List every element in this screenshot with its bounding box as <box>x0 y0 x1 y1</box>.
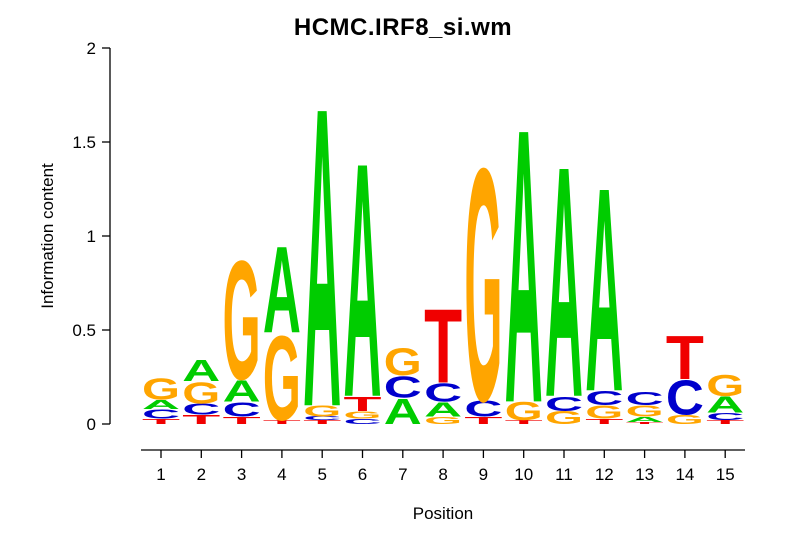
logo-letter-g-pos8: G <box>424 415 462 426</box>
logo-letter-g-pos10: G <box>505 397 543 426</box>
x-tick-label: 14 <box>675 465 694 484</box>
logo-letter-t-pos4: T <box>263 419 301 425</box>
logo-letter-g-pos2: G <box>182 375 220 410</box>
logo-letter-g-pos11: G <box>545 408 583 428</box>
logo-letter-t-pos14: T <box>666 323 704 392</box>
logo-letter-g-pos4: G <box>263 311 301 446</box>
logo-letter-t-pos15: T <box>706 419 744 425</box>
y-tick-label: 1.5 <box>72 133 96 152</box>
y-tick-label: 0.5 <box>72 321 96 340</box>
logo-letter-a-pos8: A <box>424 398 462 421</box>
y-tick-label: 0 <box>87 415 96 434</box>
logo-letter-c-pos3: C <box>223 398 261 421</box>
logo-letter-g-pos15: G <box>706 368 744 403</box>
logo-letter-t-pos12: T <box>585 417 623 426</box>
logo-letter-c-pos9: C <box>464 396 502 422</box>
logo-letter-t-pos10: T <box>505 419 543 425</box>
x-tick-label: 7 <box>398 465 407 484</box>
x-axis-label: Position <box>412 504 474 523</box>
logo-letter-c-pos8: C <box>424 378 462 407</box>
logo-letter-a-pos12: A <box>585 128 623 453</box>
x-tick-label: 13 <box>635 465 654 484</box>
x-tick-label: 9 <box>479 465 488 484</box>
logo-letter-c-pos12: C <box>585 387 623 410</box>
x-tick-label: 5 <box>317 465 326 484</box>
x-tick-label: 11 <box>555 465 573 484</box>
logo-letter-g-pos5: G <box>303 403 341 420</box>
logo-letter-g-pos1: G <box>142 372 180 407</box>
logo-letter-a-pos11: A <box>545 97 583 466</box>
logo-letter-a-pos2: A <box>182 353 220 388</box>
logo-letter-t-pos6: T <box>344 393 382 416</box>
x-tick-label: 2 <box>197 465 206 484</box>
logo-letter-a-pos10: A <box>505 47 543 485</box>
logo-letter-a-pos7: A <box>384 391 422 431</box>
logo-letter-a-pos13: A <box>626 415 664 424</box>
logo-letter-c-pos2: C <box>182 401 220 418</box>
x-tick-label: 3 <box>237 465 246 484</box>
logo-letter-t-pos8: T <box>424 287 462 405</box>
logo-letter-t-pos9: T <box>464 415 502 426</box>
logo-letter-a-pos5: A <box>303 18 341 496</box>
logo-letter-g-pos3: G <box>223 225 261 415</box>
logo-letter-c-pos15: C <box>706 411 744 422</box>
x-tick-label: 4 <box>277 465 286 484</box>
logo-letter-c-pos6: C <box>344 417 382 426</box>
y-tick-label: 2 <box>87 39 96 58</box>
logo-letter-a-pos3: A <box>223 373 261 408</box>
logo-letter-c-pos7: C <box>384 370 422 405</box>
logo-letter-t-pos5: T <box>303 419 341 425</box>
logo-letter-c-pos14: C <box>666 370 704 425</box>
logo-letter-g-pos9: G <box>464 99 502 470</box>
logo-letter-t-pos1: T <box>142 417 180 426</box>
x-tick-label: 15 <box>716 465 735 484</box>
logo-letter-t-pos13: T <box>626 422 664 425</box>
chart-title: HCMC.IRF8_si.wm <box>293 14 513 41</box>
logo-letter-t-pos2: T <box>182 412 220 426</box>
logo-letter-a-pos6: A <box>344 94 382 468</box>
x-tick-label: 8 <box>438 465 447 484</box>
logo-letter-a-pos1: A <box>142 397 180 411</box>
x-tick-label: 10 <box>514 465 533 484</box>
logo-letter-g-pos6: G <box>344 409 382 420</box>
y-tick-label: 1 <box>87 227 96 246</box>
logo-letter-t-pos3: T <box>223 415 261 426</box>
logo-letter-c-pos1: C <box>142 407 180 421</box>
logo-letter-c-pos13: C <box>626 389 664 409</box>
logo-letter-g-pos14: G <box>666 412 704 426</box>
logo-letter-a-pos15: A <box>706 392 744 418</box>
x-tick-label: 1 <box>156 465 165 484</box>
logo-letter-g-pos7: G <box>384 340 422 383</box>
logo-letter-g-pos13: G <box>626 403 664 420</box>
logo-letter-g-pos12: G <box>585 402 623 422</box>
logo-letter-c-pos11: C <box>545 393 583 416</box>
x-tick-label: 6 <box>358 465 367 484</box>
logo-letter-a-pos4: A <box>263 220 301 359</box>
x-tick-label: 12 <box>595 465 614 484</box>
logo-letter-c-pos5: C <box>303 416 341 422</box>
